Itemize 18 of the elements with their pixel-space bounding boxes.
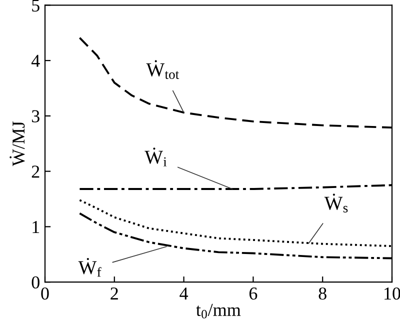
x-tick-label: 8 — [318, 287, 326, 300]
annotation: Ẇ$_{tot}$ — [146, 60, 180, 79]
y-tick-label: 3 — [32, 110, 40, 122]
y-tick-label: 0 — [32, 276, 40, 289]
y-axis-title: Ẇ/MJ — [10, 121, 25, 166]
y-tick-label: 5 — [32, 0, 40, 12]
y-tick-label: 1 — [32, 221, 40, 233]
x-axis-title: t$_{0}$/mm — [196, 304, 241, 318]
x-tick-label: 10 — [384, 287, 400, 300]
x-tick-label: 4 — [180, 288, 188, 300]
x-tick-label: 0 — [41, 287, 49, 300]
y-tick-label: 2 — [32, 166, 40, 178]
annotation: Ẇ$_{f}$ — [78, 258, 102, 277]
x-tick-label: 6 — [249, 288, 258, 300]
annotation: Ẇ$_{i}$ — [144, 148, 167, 166]
x-tick-label: 2 — [110, 288, 118, 300]
annotation: Ẇ$_{s}$ — [324, 194, 348, 212]
y-tick-label: 4 — [31, 54, 40, 67]
